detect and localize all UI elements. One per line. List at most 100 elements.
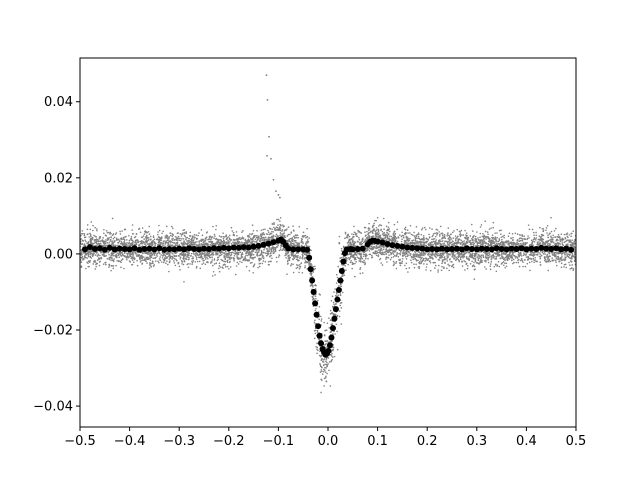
raw-data-point bbox=[474, 235, 477, 238]
raw-data-point bbox=[350, 243, 353, 246]
raw-data-point bbox=[473, 234, 475, 237]
raw-data-point bbox=[359, 259, 362, 261]
raw-data-point bbox=[368, 250, 371, 252]
raw-data-point bbox=[532, 240, 534, 243]
raw-data-point bbox=[129, 254, 132, 257]
raw-data-point bbox=[246, 254, 249, 257]
raw-data-point bbox=[385, 225, 388, 228]
raw-data-point bbox=[252, 271, 255, 274]
raw-data-point bbox=[393, 263, 395, 266]
raw-data-point bbox=[274, 229, 277, 232]
raw-data-point bbox=[121, 258, 124, 260]
raw-data-point bbox=[432, 257, 434, 260]
raw-data-point bbox=[292, 225, 294, 227]
raw-data-point bbox=[321, 373, 324, 375]
raw-data-point bbox=[430, 253, 433, 255]
raw-data-point bbox=[563, 258, 565, 260]
raw-data-point bbox=[381, 249, 383, 252]
raw-data-point bbox=[197, 254, 199, 257]
raw-data-point bbox=[279, 234, 281, 237]
raw-data-point bbox=[280, 245, 283, 248]
raw-data-point bbox=[508, 253, 511, 256]
raw-data-point bbox=[561, 254, 563, 256]
raw-data-point bbox=[393, 223, 396, 226]
raw-data-point bbox=[130, 237, 133, 240]
raw-data-point bbox=[89, 251, 92, 253]
raw-data-point bbox=[359, 268, 361, 271]
raw-data-point bbox=[378, 236, 381, 238]
raw-data-point bbox=[315, 329, 317, 332]
raw-data-point bbox=[439, 239, 441, 241]
raw-data-point bbox=[485, 238, 487, 240]
raw-data-point bbox=[226, 260, 229, 262]
raw-data-point bbox=[125, 258, 128, 261]
raw-data-point bbox=[459, 235, 462, 238]
raw-data-point bbox=[282, 233, 284, 235]
raw-data-point bbox=[496, 232, 498, 234]
raw-data-point bbox=[105, 245, 107, 247]
raw-data-point bbox=[360, 252, 362, 255]
raw-data-point bbox=[364, 238, 367, 241]
raw-data-point bbox=[89, 260, 92, 262]
raw-data-point bbox=[476, 256, 478, 259]
raw-data-point bbox=[388, 228, 390, 230]
raw-data-point bbox=[546, 254, 548, 257]
raw-data-point bbox=[180, 237, 183, 240]
raw-data-point bbox=[564, 258, 567, 260]
raw-data-point bbox=[278, 254, 281, 257]
raw-data-point bbox=[409, 224, 412, 227]
raw-data-point bbox=[281, 234, 284, 237]
raw-data-point bbox=[313, 294, 315, 297]
raw-data-point bbox=[554, 243, 557, 246]
raw-data-point bbox=[303, 258, 306, 260]
raw-data-point bbox=[446, 234, 448, 237]
raw-data-point bbox=[157, 241, 160, 244]
raw-data-point bbox=[340, 307, 343, 309]
raw-data-point bbox=[526, 242, 528, 244]
raw-data-point bbox=[418, 266, 421, 268]
raw-data-point bbox=[376, 250, 378, 252]
raw-data-point bbox=[279, 216, 282, 219]
raw-data-point bbox=[364, 231, 366, 233]
raw-data-point bbox=[233, 259, 235, 262]
raw-data-point bbox=[225, 235, 227, 238]
raw-data-point bbox=[234, 250, 237, 253]
raw-data-point bbox=[555, 264, 558, 267]
raw-data-point bbox=[153, 240, 156, 243]
raw-data-point bbox=[374, 219, 376, 222]
raw-data-point bbox=[271, 223, 274, 225]
raw-data-point bbox=[272, 226, 275, 229]
raw-data-point bbox=[192, 260, 195, 262]
raw-data-point bbox=[574, 248, 576, 251]
raw-data-point bbox=[236, 255, 238, 258]
raw-data-point bbox=[249, 262, 252, 264]
raw-data-point bbox=[117, 254, 120, 256]
raw-data-point bbox=[279, 220, 281, 222]
raw-data-point bbox=[425, 257, 428, 260]
raw-data-point bbox=[264, 236, 267, 238]
raw-data-point bbox=[539, 261, 542, 264]
raw-data-point bbox=[465, 240, 468, 243]
raw-data-point bbox=[251, 240, 253, 242]
raw-data-point bbox=[295, 267, 298, 270]
raw-data-point bbox=[163, 240, 166, 242]
raw-data-point bbox=[439, 244, 442, 247]
raw-data-point bbox=[189, 231, 192, 234]
raw-data-point bbox=[158, 224, 160, 227]
raw-data-point bbox=[492, 226, 495, 229]
raw-data-point bbox=[178, 244, 180, 246]
raw-data-point bbox=[394, 232, 397, 235]
raw-data-point bbox=[165, 256, 167, 258]
raw-data-point bbox=[171, 239, 174, 241]
raw-data-point bbox=[99, 235, 101, 238]
raw-data-point bbox=[434, 261, 436, 264]
raw-data-point bbox=[325, 375, 327, 378]
raw-data-point bbox=[507, 253, 510, 256]
raw-data-point bbox=[386, 238, 388, 241]
raw-data-point bbox=[502, 258, 505, 261]
raw-data-point bbox=[152, 262, 154, 265]
raw-data-point bbox=[299, 256, 301, 258]
raw-data-point bbox=[353, 225, 355, 228]
raw-data-point bbox=[419, 260, 421, 263]
raw-data-point bbox=[479, 255, 482, 258]
